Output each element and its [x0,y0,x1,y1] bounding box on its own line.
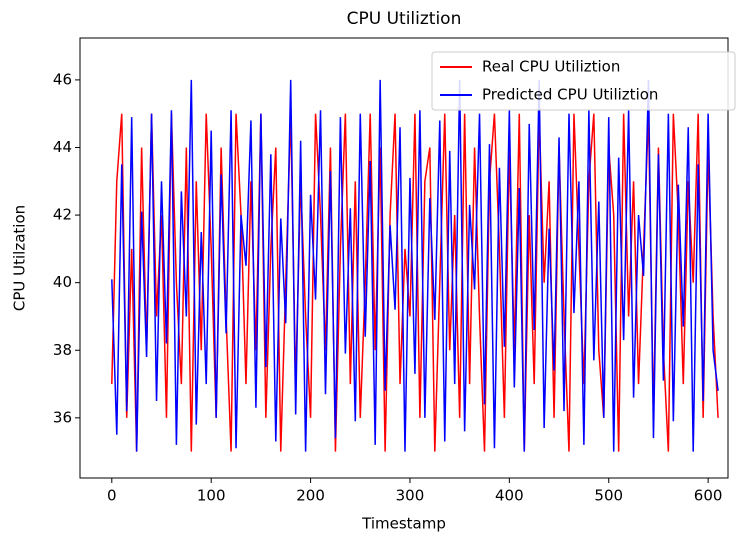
x-tick-label: 600 [694,487,723,505]
x-tick-label: 100 [197,487,226,505]
x-tick-label: 300 [396,487,425,505]
legend-label: Real CPU Utiliztion [482,58,620,76]
y-tick-label: 46 [53,70,72,88]
x-tick-label: 0 [107,487,117,505]
series-line [111,113,719,452]
x-tick-label: 200 [296,487,325,505]
y-axis-label: CPU Utilzation [11,205,29,311]
legend-box [431,51,736,111]
plot-frame [79,37,729,479]
y-tick-label: 44 [53,138,72,156]
y-tick-label: 42 [53,206,72,224]
y-tick-label: 40 [53,273,72,291]
x-tick-label: 400 [495,487,524,505]
y-tick-label: 36 [53,408,72,426]
legend-label: Predicted CPU Utiliztion [482,86,658,104]
chart-title: CPU Utiliztion [347,9,462,29]
series-line [111,79,719,452]
y-tick-label: 38 [53,341,72,359]
x-tick-label: 500 [594,487,623,505]
x-axis-label: Timestamp [361,515,446,533]
